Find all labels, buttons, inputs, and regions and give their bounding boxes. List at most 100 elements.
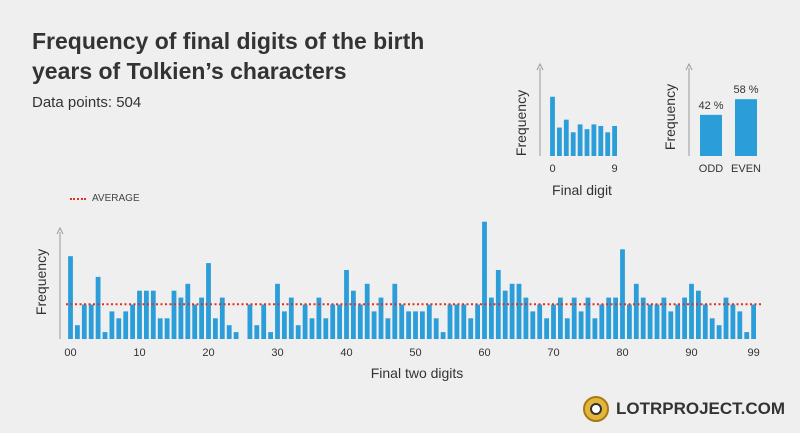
main-chart-bar bbox=[433, 318, 439, 339]
main-chart-tick-label: 90 bbox=[685, 347, 697, 359]
main-chart-bar bbox=[523, 297, 529, 339]
main-chart-bar bbox=[392, 283, 398, 339]
main-chart-bar bbox=[516, 283, 522, 339]
main-chart-bar bbox=[75, 325, 80, 339]
final-digit-chart-bar bbox=[612, 125, 617, 156]
main-chart-tick-label: 99 bbox=[747, 347, 759, 359]
main-chart-bar bbox=[468, 318, 474, 339]
main-chart-bar bbox=[682, 297, 687, 339]
data-points-label: Data points: 504 bbox=[32, 94, 142, 111]
main-chart-bar bbox=[440, 332, 446, 339]
odd-even-chart-ylabel: Frequency bbox=[662, 84, 678, 150]
main-chart-bar bbox=[123, 311, 129, 339]
main-chart-bar bbox=[247, 304, 253, 339]
main-chart-bar bbox=[530, 311, 536, 339]
main-chart-bar bbox=[178, 297, 184, 339]
main-chart-bar bbox=[226, 325, 232, 339]
main-chart-bar bbox=[744, 332, 750, 339]
main-chart-bar bbox=[702, 304, 708, 339]
main-chart-ylabel: Frequency bbox=[33, 249, 49, 315]
main-chart-bar bbox=[337, 304, 342, 339]
main-chart-xlabel: Final two digits bbox=[371, 365, 464, 381]
main-chart-bar bbox=[371, 311, 377, 339]
main-chart-tick-label: 60 bbox=[478, 347, 490, 359]
main-chart-bar bbox=[364, 283, 370, 339]
main-chart-bar bbox=[537, 304, 543, 339]
main-chart-bar bbox=[551, 304, 556, 339]
main-chart-bar bbox=[351, 290, 356, 339]
average-legend: AVERAGE bbox=[70, 193, 140, 204]
main-chart-bar bbox=[489, 297, 494, 339]
final-digit-chart-bar bbox=[577, 124, 583, 156]
brand-logo[interactable]: LOTRPROJECT.COM bbox=[583, 396, 785, 422]
main-chart-bar bbox=[696, 290, 701, 339]
main-chart-bar bbox=[144, 290, 149, 339]
main-chart-bar bbox=[716, 325, 722, 339]
main-chart-bar bbox=[475, 304, 480, 339]
main-chart-tick-label: 20 bbox=[202, 347, 214, 359]
main-chart-bar bbox=[502, 290, 508, 339]
main-chart-bar bbox=[592, 318, 598, 339]
main-chart-tick-label: 80 bbox=[616, 347, 628, 359]
main-chart-bar bbox=[620, 249, 625, 339]
main-chart-bar bbox=[95, 276, 101, 339]
main-chart-bar bbox=[378, 297, 384, 339]
main-chart-tick-label: 30 bbox=[271, 347, 283, 359]
odd-even-chart-tick-label: ODD bbox=[699, 163, 724, 175]
main-chart-bar bbox=[185, 283, 191, 339]
main-chart-bar bbox=[81, 304, 87, 339]
main-chart-bar bbox=[751, 304, 756, 339]
main-chart-bar bbox=[647, 304, 653, 339]
main-chart-bar bbox=[137, 290, 142, 339]
main-chart-bar bbox=[461, 304, 467, 339]
average-legend-label: AVERAGE bbox=[92, 193, 140, 204]
final-digit-chart-bar bbox=[584, 129, 590, 156]
main-chart-bar bbox=[109, 311, 115, 339]
main-chart-tick-label: 00 bbox=[64, 347, 76, 359]
main-chart-bar bbox=[599, 304, 605, 339]
main-chart-bar bbox=[150, 290, 156, 339]
main-chart-bar bbox=[88, 304, 94, 339]
main-chart-bar bbox=[709, 318, 715, 339]
final-digit-chart-bar bbox=[598, 125, 604, 156]
main-chart-bar bbox=[288, 297, 294, 339]
main-chart-bar bbox=[385, 318, 391, 339]
brand-text: LOTRPROJECT.COM bbox=[616, 399, 786, 418]
odd-even-chart-value-label: 42 % bbox=[698, 100, 723, 112]
final-digit-chart-bar bbox=[591, 124, 597, 156]
main-chart-bar bbox=[254, 325, 260, 339]
main-chart-bar bbox=[192, 304, 198, 339]
main-chart-bar bbox=[564, 318, 570, 339]
main-chart-bar bbox=[323, 318, 329, 339]
odd-even-chart-tick-label: EVEN bbox=[731, 163, 761, 175]
main-chart-bar bbox=[585, 297, 591, 339]
main-chart-bar bbox=[268, 332, 273, 339]
final-digit-chart-tick-label: 9 bbox=[612, 163, 618, 175]
final-digit-chart-bar bbox=[605, 132, 611, 156]
main-chart-bar bbox=[275, 283, 280, 339]
main-chart-bar bbox=[447, 304, 453, 339]
main-chart-bar bbox=[330, 304, 336, 339]
odd-even-chart-value-label: 58 % bbox=[733, 84, 758, 96]
main-chart-bar bbox=[640, 297, 646, 339]
main-chart-bar bbox=[157, 318, 163, 339]
main-chart-bar bbox=[233, 332, 239, 339]
main-chart-bar bbox=[302, 304, 308, 339]
main-chart-bar bbox=[406, 311, 411, 339]
main-chart-bar bbox=[723, 297, 729, 339]
main-chart-bar bbox=[116, 318, 122, 339]
main-chart-bar bbox=[482, 221, 487, 339]
main-chart-bar bbox=[164, 318, 170, 339]
main-chart-bar bbox=[689, 283, 694, 339]
final-digit-chart-bar bbox=[557, 127, 562, 156]
main-chart-bar bbox=[413, 311, 418, 339]
main-chart-bar bbox=[420, 311, 425, 339]
main-chart-bar bbox=[544, 318, 549, 339]
final-digit-chart-tick-label: 0 bbox=[549, 163, 555, 175]
main-chart-tick-label: 10 bbox=[133, 347, 145, 359]
main-chart-bar bbox=[171, 290, 177, 339]
main-chart-tick-label: 70 bbox=[547, 347, 559, 359]
main-chart-bar bbox=[606, 297, 612, 339]
main-chart-bar bbox=[206, 263, 211, 339]
odd-even-chart-y-axis-arrow bbox=[685, 62, 693, 71]
